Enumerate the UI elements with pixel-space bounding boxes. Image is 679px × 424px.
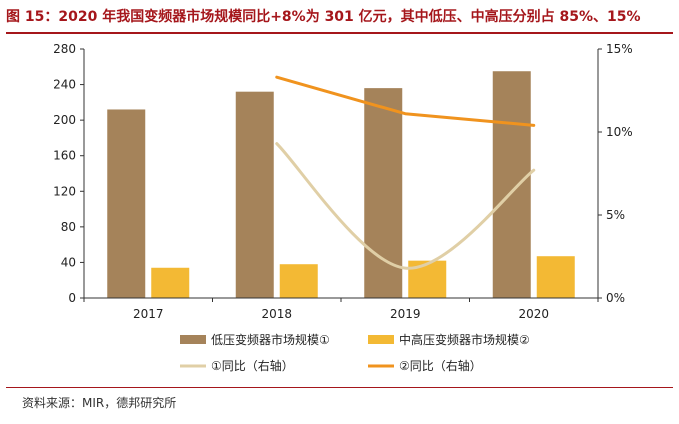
left-tick-label: 40 <box>61 255 76 269</box>
right-tick-label: 10% <box>606 125 633 139</box>
left-tick-label: 280 <box>53 42 76 56</box>
x-tick-label: 2017 <box>133 307 164 321</box>
title-rule <box>6 32 673 34</box>
series-line-2 <box>275 75 536 127</box>
legend-swatch-2 <box>368 335 394 344</box>
left-tick-label: 0 <box>68 291 76 305</box>
legend-label-1: 低压变频器市场规模① <box>211 332 330 347</box>
left-tick-label: 160 <box>53 149 76 163</box>
bar-mid-high-voltage-2020 <box>536 256 575 298</box>
legend: 低压变频器市场规模① 中高压变频器市场规模② ①同比（右轴） ②同比（右轴） <box>180 332 530 373</box>
bars-layer <box>107 71 575 298</box>
bar-low-voltage-2017 <box>107 109 146 298</box>
x-tick-label: 2020 <box>518 307 549 321</box>
left-tick-label: 200 <box>53 113 76 127</box>
bar-low-voltage-2019 <box>364 88 403 298</box>
bar-mid-high-voltage-2017 <box>151 267 190 298</box>
lines-layer <box>275 75 536 270</box>
right-tick-label: 5% <box>606 208 625 222</box>
right-tick-label: 0% <box>606 291 625 305</box>
x-tick-label: 2019 <box>390 307 421 321</box>
axes-layer: 0 40 80 120 160 200 240 280 0% 5% 10% 15% 2017 2018 20… <box>53 42 633 321</box>
left-tick-label: 80 <box>61 220 76 234</box>
bar-mid-high-voltage-2019 <box>408 260 447 298</box>
left-tick-label: 120 <box>53 184 76 198</box>
source-note: 资料来源：MIR，德邦研究所 <box>22 396 177 410</box>
figure-title: 图 15：2020 年我国变频器市场规模同比+8%为 301 亿元，其中低压、中… <box>6 9 641 25</box>
source-rule <box>6 387 673 388</box>
x-tick-label: 2018 <box>261 307 292 321</box>
bar-low-voltage-2020 <box>492 71 531 298</box>
right-tick-label: 15% <box>606 42 633 56</box>
series-line-1 <box>275 142 536 270</box>
legend-label-4: ②同比（右轴） <box>399 358 482 373</box>
legend-label-2: 中高压变频器市场规模② <box>399 332 530 347</box>
bar-mid-high-voltage-2018 <box>279 264 318 298</box>
bar-low-voltage-2018 <box>235 91 274 298</box>
legend-label-3: ①同比（右轴） <box>211 358 294 373</box>
left-tick-label: 240 <box>53 78 76 92</box>
legend-swatch-1 <box>180 335 206 344</box>
